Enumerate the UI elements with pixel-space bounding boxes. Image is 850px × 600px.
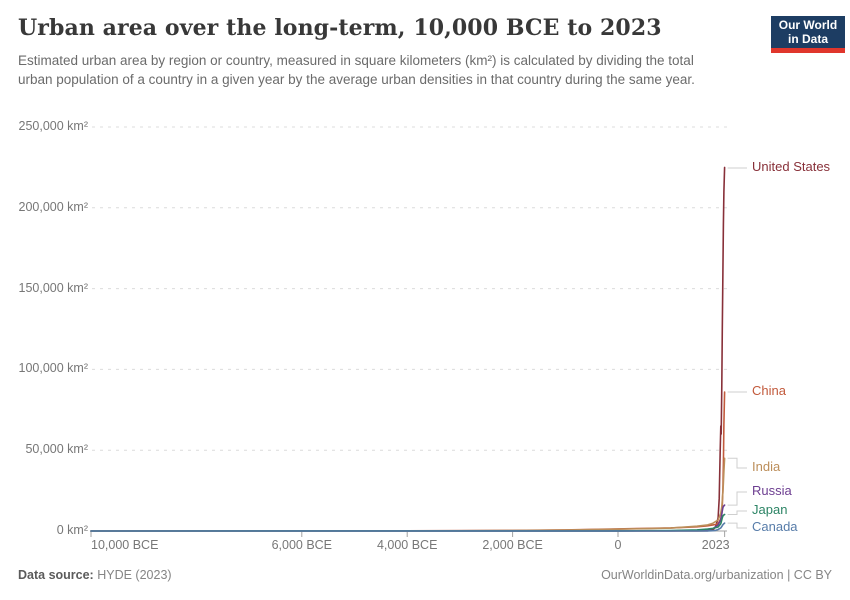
y-tick-label: 250,000 km² — [18, 119, 88, 133]
x-tick-label: 2,000 BCE — [482, 538, 543, 552]
y-tick-label: 150,000 km² — [18, 280, 88, 295]
owid-logo-line2: in Data — [787, 32, 828, 46]
x-tick-label: 10,000 BCE — [91, 538, 159, 552]
series-line-india[interactable] — [90, 457, 726, 532]
data-source-note: Data source: HYDE (2023) — [18, 568, 172, 582]
x-tick-label: 4,000 BCE — [376, 538, 438, 552]
owid-logo-box: Our World in Data — [771, 16, 845, 48]
data-source-value: HYDE (2023) — [97, 568, 172, 582]
footer-attribution: OurWorldinData.org/urbanization | CC BY — [601, 568, 832, 582]
owid-logo[interactable]: Our World in Data — [771, 16, 845, 53]
legend-leader-line — [727, 510, 747, 516]
y-tick-label: 200,000 km² — [18, 199, 88, 214]
series-line-china[interactable] — [90, 391, 726, 532]
y-tick-label: 0 km² — [56, 523, 88, 537]
y-tick-label: 50,000 km² — [25, 442, 88, 457]
data-source-label: Data source: — [18, 568, 94, 582]
legend-leader-line — [727, 457, 747, 469]
footer-separator: | — [787, 568, 791, 582]
entity-label-india[interactable]: India — [752, 459, 781, 474]
owid-logo-line1: Our World — [778, 18, 838, 32]
legend-leader-line — [727, 491, 747, 506]
entity-label-russia[interactable]: Russia — [752, 483, 792, 498]
x-tick-label: 0 — [614, 538, 622, 552]
series-line-russia[interactable] — [90, 504, 726, 532]
x-tick-label: 6,000 BCE — [271, 538, 333, 552]
y-tick-label: 100,000 km² — [18, 361, 88, 376]
entity-label-canada[interactable]: Canada — [752, 519, 798, 534]
chart-title: Urban area over the long-term, 10,000 BC… — [18, 15, 662, 41]
owid-url-link[interactable]: OurWorldinData.org/urbanization — [601, 568, 784, 582]
series-line-canada[interactable] — [90, 522, 726, 532]
x-tick-label: 2023 — [701, 538, 730, 552]
chart-footer: Data source: HYDE (2023) OurWorldinData.… — [18, 568, 832, 582]
entity-label-united-states[interactable]: United States — [752, 159, 831, 174]
chart-subtitle: Estimated urban area by region or countr… — [18, 53, 695, 87]
entity-label-china[interactable]: China — [752, 383, 786, 398]
entity-label-japan[interactable]: Japan — [752, 502, 788, 517]
license-label: CC BY — [793, 568, 832, 582]
legend-leader-line — [727, 522, 747, 529]
owid-logo-stripe — [771, 48, 845, 53]
series-line-united-states[interactable] — [90, 166, 726, 532]
